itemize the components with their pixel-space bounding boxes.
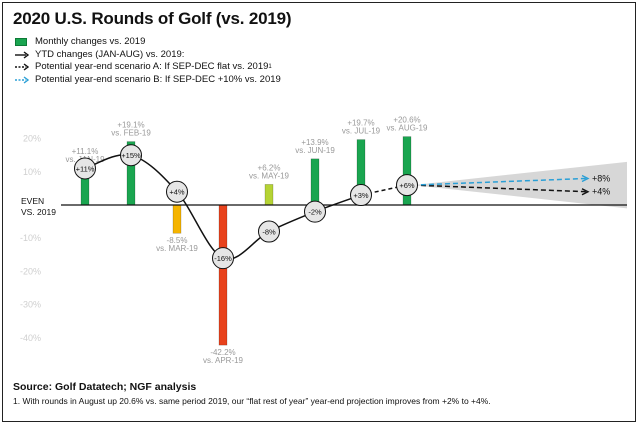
ytd-point-label: -2% [308, 208, 322, 217]
bar-value-label: +19.1% [117, 121, 144, 130]
ytd-point [74, 157, 96, 180]
y-tick-label: 10% [23, 167, 41, 177]
scenario-arrowhead [581, 174, 590, 183]
green-bar-icon [15, 37, 29, 47]
scenario-label: +8% [592, 173, 610, 183]
scenario-label: +4% [592, 187, 610, 197]
bar-value-label: +13.9% [301, 138, 328, 147]
baseline-label: EVEN [21, 196, 44, 206]
bar [172, 204, 182, 234]
ytd-point-label: +4% [169, 188, 185, 197]
scenario-line [412, 184, 588, 193]
solid-arrow-icon [15, 50, 29, 60]
footnote: 1. With rounds in August up 20.6% vs. sa… [13, 396, 491, 406]
source-note: Source: Golf Datatech; NGF analysis [13, 381, 197, 393]
bar-period-label: vs. JUL-19 [342, 127, 381, 136]
chart-legend: Monthly changes vs. 2019 YTD changes (JA… [15, 36, 281, 86]
ytd-point [166, 180, 188, 203]
chart-title: 2020 U.S. Rounds of Golf (vs. 2019) [13, 9, 292, 28]
legend-item-scenario-a: Potential year-end scenario A: If SEP-DE… [15, 61, 281, 74]
y-tick-label: -20% [20, 266, 41, 276]
bar [310, 158, 320, 206]
y-tick-label: -30% [20, 300, 41, 310]
bar-period-label: vs. MAY-19 [249, 171, 290, 180]
legend-label-monthly: Monthly changes vs. 2019 [35, 36, 146, 47]
y-tick-label: -10% [20, 233, 41, 243]
bar-period-label: vs. AUG-19 [387, 124, 428, 133]
bar-period-label: vs. FEB-19 [111, 129, 151, 138]
scenario-range-band [413, 161, 627, 209]
legend-item-monthly: Monthly changes vs. 2019 [15, 36, 281, 49]
ytd-point [120, 144, 142, 167]
legend-item-ytd: YTD changes (JAN-AUG) vs. 2019: [15, 49, 281, 62]
bar-value-label: +6.2% [258, 163, 281, 172]
chart-frame: 2020 U.S. Rounds of Golf (vs. 2019) Mont… [2, 2, 636, 422]
y-tick-label: 20% [23, 134, 41, 144]
bar-value-label: -8.5% [167, 236, 188, 245]
bar [264, 184, 274, 206]
bar-value-label: -42.2% [210, 348, 235, 357]
ytd-point-label: +15% [121, 151, 141, 160]
bar-value-label: +20.6% [393, 116, 420, 125]
ytd-point-label: -16% [214, 254, 232, 263]
baseline-label: VS. 2019 [21, 207, 56, 217]
ytd-point [258, 220, 280, 243]
ytd-point [304, 200, 326, 223]
bar-period-label: vs. MAR-19 [156, 244, 198, 253]
blue-dashed-arrow-icon [15, 75, 29, 85]
ytd-point [350, 184, 372, 207]
legend-footnote-mark: 1 [268, 64, 272, 70]
ytd-point-label: +3% [353, 191, 369, 200]
bar [218, 204, 228, 346]
bar-period-label: vs. JUN-19 [295, 146, 335, 155]
legend-label-scenario-b: Potential year-end scenario B: If SEP-DE… [35, 73, 281, 85]
bar-period-label: vs. APR-19 [203, 356, 244, 365]
ytd-point [396, 174, 418, 197]
legend-item-scenario-b: Potential year-end scenario B: If SEP-DE… [15, 74, 281, 87]
y-tick-label: -40% [20, 333, 41, 343]
bar-value-label: +11.1% [72, 147, 99, 156]
legend-label-ytd: YTD changes (JAN-AUG) vs. 2019: [35, 48, 185, 60]
ytd-point-label: +6% [399, 181, 415, 190]
scenario-line [412, 177, 588, 186]
ytd-point-label: +11% [76, 164, 95, 173]
ytd-point [212, 247, 234, 270]
ytd-point-label: -8% [262, 228, 276, 237]
scenario-arrowhead [581, 188, 590, 196]
bar-value-label: +19.7% [347, 119, 374, 128]
dashed-arrow-icon [15, 62, 29, 72]
legend-label-scenario-a: Potential year-end scenario A: If SEP-DE… [35, 61, 269, 72]
